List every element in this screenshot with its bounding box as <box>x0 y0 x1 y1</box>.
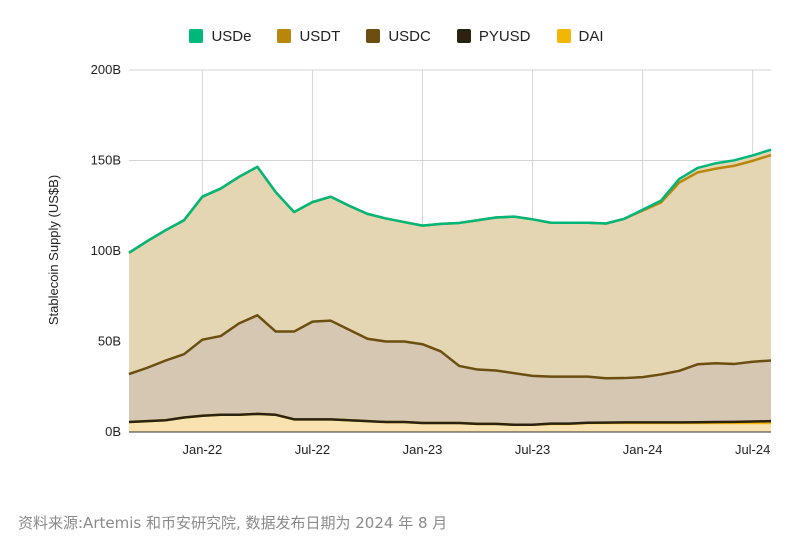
y-tick-label: 100B <box>91 243 121 258</box>
x-tick-label: Jul-22 <box>295 442 330 457</box>
source-note: 资料来源:Artemis 和币安研究院, 数据发布日期为 2024 年 8 月 <box>18 514 448 532</box>
legend-label-dai: DAI <box>578 27 604 45</box>
line-usde <box>128 148 772 254</box>
x-tick-label: Jan-24 <box>623 442 663 457</box>
x-tick-label: Jul-23 <box>515 442 550 457</box>
x-tick-label: Jan-23 <box>403 442 443 457</box>
legend-label-usdt: USDT <box>299 27 341 45</box>
legend-swatch-pyusd <box>456 29 471 43</box>
legend-item-usdc: USDC <box>366 28 431 45</box>
y-axis-label: Stablecoin Supply (US$B) <box>46 175 61 325</box>
legend-swatch-usde <box>189 29 204 43</box>
area-usdc <box>129 315 771 432</box>
legend-swatch-usdc <box>366 29 381 43</box>
y-tick-label: 50B <box>98 334 121 349</box>
legend-label-usdc: USDC <box>388 27 431 45</box>
legend-swatch-usdt <box>277 29 292 43</box>
legend-label-pyusd: PYUSD <box>478 27 531 45</box>
x-tick-label: Jan-22 <box>182 442 222 457</box>
y-tick-label: 0B <box>105 424 121 439</box>
line-layer <box>128 148 772 427</box>
legend-item-pyusd: PYUSD <box>456 27 531 45</box>
line-usdc <box>128 314 772 380</box>
legend-item-usde: USDe <box>189 28 251 45</box>
legend-swatch-dai <box>556 29 571 43</box>
area-layer <box>129 149 771 432</box>
line-pyusd <box>128 412 772 427</box>
x-tick-label: Jul-24 <box>735 442 770 457</box>
legend-item-dai: DAI <box>556 27 604 45</box>
chart-legend: USDe USDT USDC PYUSD DAI <box>0 24 793 48</box>
y-tick-label: 150B <box>91 153 121 168</box>
axis-layer: 0B 50B 100B 150B 200B Jan-22 Jul-22 Jan-23 Jul-2… <box>91 62 771 457</box>
legend-item-usdt: USDT <box>277 28 340 45</box>
legend-label-usde: USDe <box>211 27 252 45</box>
y-tick-label: 200B <box>91 62 121 77</box>
